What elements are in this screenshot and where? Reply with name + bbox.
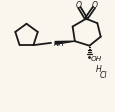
Text: NH: NH (53, 41, 64, 47)
Polygon shape (55, 42, 74, 45)
Text: O: O (75, 1, 81, 10)
Text: OH: OH (90, 56, 101, 61)
Text: O: O (91, 1, 97, 10)
Text: Cl: Cl (98, 71, 106, 80)
Text: H: H (95, 64, 101, 73)
